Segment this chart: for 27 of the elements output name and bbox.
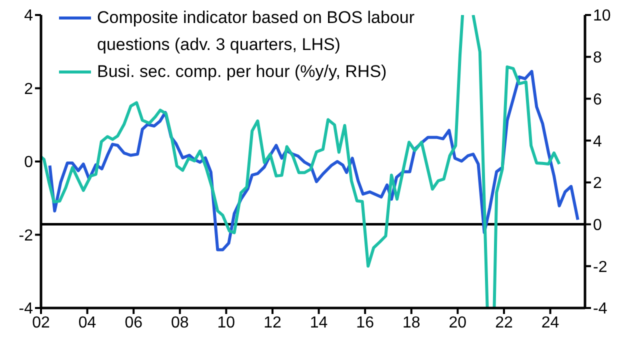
y-tick-label: 0 bbox=[24, 154, 34, 172]
y2-tick-label: -4 bbox=[593, 300, 608, 318]
x-tick-label: 14 bbox=[310, 314, 328, 332]
y-tick-label: -4 bbox=[18, 300, 34, 318]
legend-label: Busi. sec. comp. per hour (%y/y, RHS) bbox=[97, 61, 387, 83]
legend-label: Composite indicator based on BOS labour questions (adv. 3 quarters, LHS) bbox=[97, 7, 416, 56]
y2-tick-label: 8 bbox=[593, 50, 602, 67]
x-tick-label: 02 bbox=[32, 314, 50, 332]
x-tick-label: 10 bbox=[217, 314, 236, 332]
x-tick-label: 04 bbox=[78, 314, 96, 332]
y2-tick-label: 10 bbox=[593, 8, 611, 25]
x-tick-label: 22 bbox=[495, 314, 513, 332]
y2-tick-label: -2 bbox=[593, 258, 608, 276]
y2-tick-label: 2 bbox=[593, 175, 602, 192]
y-tick-label: -2 bbox=[18, 227, 34, 244]
x-tick-label: 08 bbox=[170, 314, 189, 332]
x-tick-label: 06 bbox=[124, 314, 143, 332]
y2-tick-label: 6 bbox=[593, 91, 602, 108]
x-tick-label: 20 bbox=[448, 314, 467, 332]
x-tick-label: 18 bbox=[402, 314, 420, 332]
y-tick-label: 4 bbox=[24, 8, 34, 25]
x-tick-label: 12 bbox=[264, 314, 282, 332]
x-tick-label: 24 bbox=[541, 314, 560, 332]
x-tick-label: 16 bbox=[356, 314, 374, 332]
y2-tick-label: 0 bbox=[593, 216, 602, 234]
y2-tick-label: 4 bbox=[593, 133, 602, 150]
y-tick-label: 2 bbox=[24, 80, 34, 98]
